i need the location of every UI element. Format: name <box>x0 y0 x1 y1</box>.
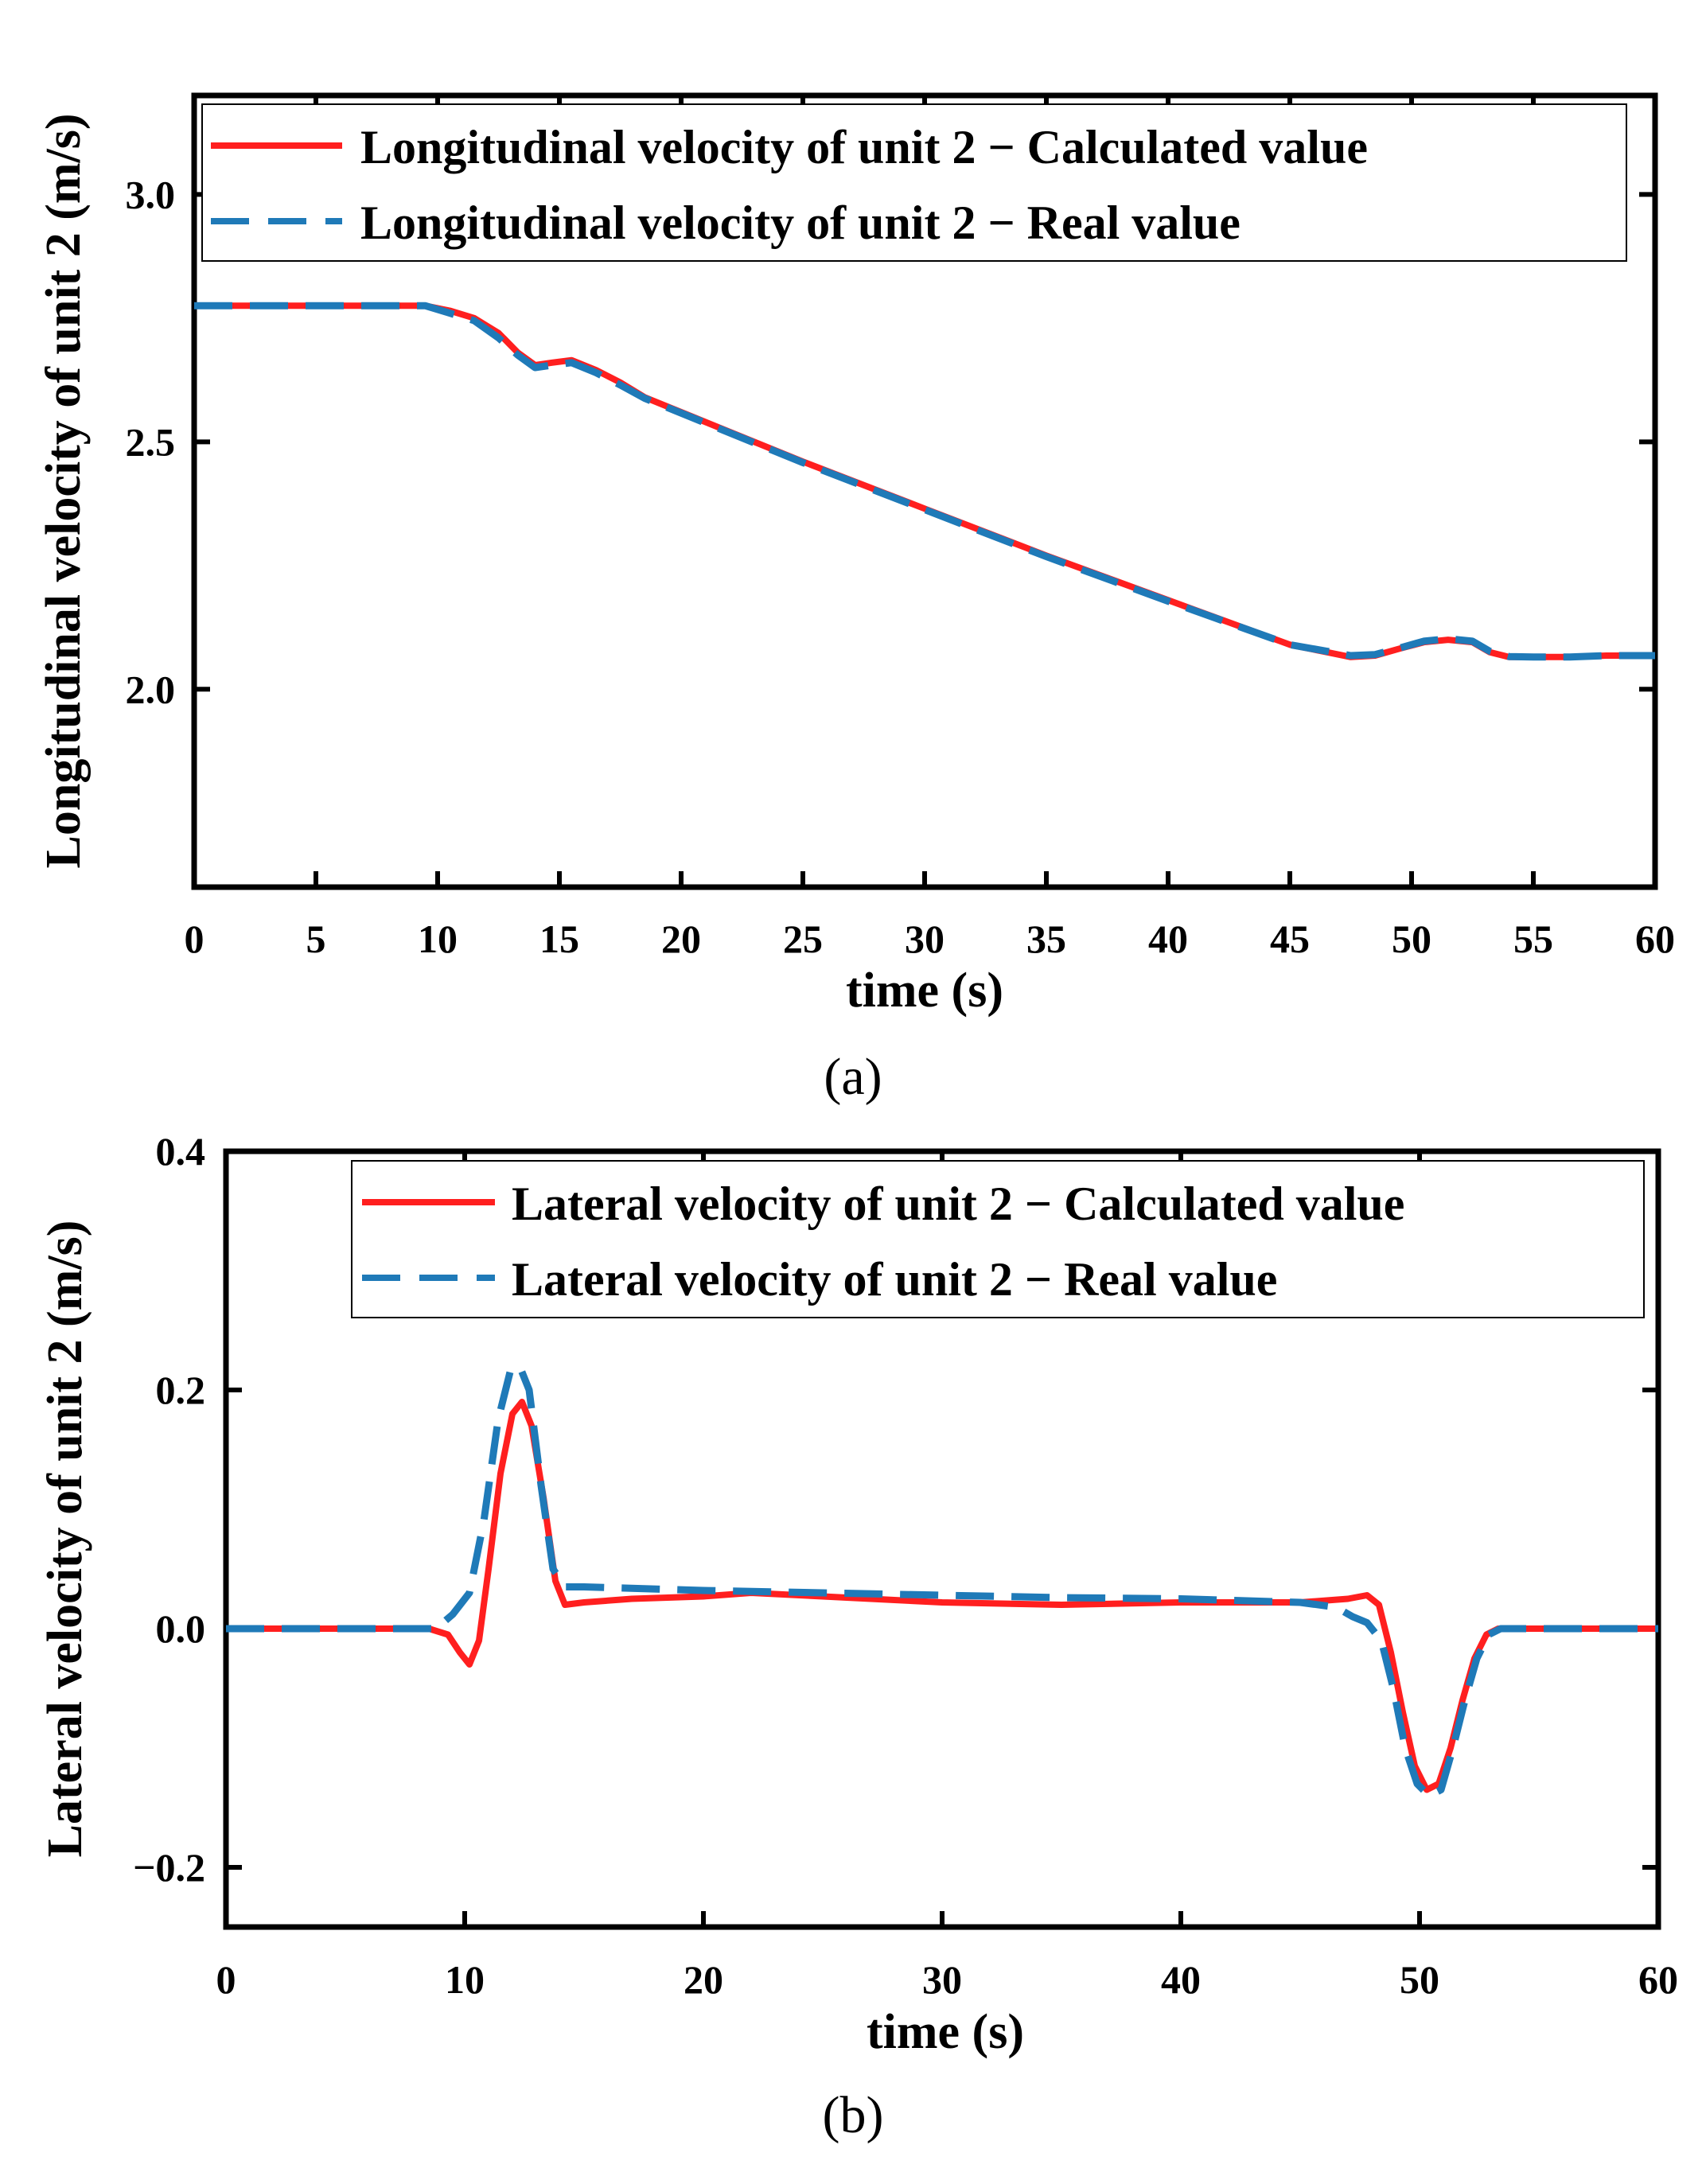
series-real-line-a <box>194 302 1655 661</box>
x-axis-title-b: time (s) <box>867 2005 1024 2059</box>
legend-b: Lateral velocity of unit 2 − Calculated … <box>351 1160 1645 1318</box>
x-tick-label-a: 55 <box>1513 917 1553 961</box>
x-tick-label-a: 50 <box>1392 917 1431 961</box>
x-tick-label-b: 0 <box>216 1957 236 2002</box>
x-tick-label-a: 5 <box>306 917 326 961</box>
panel-a: 0 5 10 15 20 25 30 35 40 45 50 55 60 2.0 2.5 3.0 Longit… <box>37 92 1675 1106</box>
x-tick-label-a: 10 <box>418 917 458 961</box>
x-tick-label-a: 40 <box>1148 917 1188 961</box>
y-tick-label-b: 0.0 <box>156 1606 206 1651</box>
x-tick-label-a: 30 <box>905 917 945 961</box>
y-axis-title-b: Lateral velocity of unit 2 (m/s) <box>38 1220 92 1858</box>
x-tick-label-b: 20 <box>684 1957 723 2002</box>
y-tick-label-a: 3.0 <box>126 172 176 216</box>
x-tick-label-b: 30 <box>922 1957 962 2002</box>
x-tick-label-b: 10 <box>445 1957 485 2002</box>
x-tick-label-a: 25 <box>783 917 823 961</box>
x-tick-label-b: 60 <box>1638 1957 1678 2002</box>
axis-ticks-b: 0 10 20 30 40 50 60 −0.2 0.0 0.2 0.4 <box>133 1129 1678 2002</box>
axis-ticks-a: 0 5 10 15 20 25 30 35 40 45 50 55 60 2.0 2.5 3.0 <box>126 95 1675 961</box>
x-tick-label-a: 0 <box>185 917 204 961</box>
x-tick-label-a: 60 <box>1635 917 1675 961</box>
x-tick-label-a: 20 <box>661 917 701 961</box>
series-real-line-b <box>226 1362 1658 1800</box>
x-tick-label-b: 40 <box>1161 1957 1201 2002</box>
y-tick-label-b: 0.2 <box>156 1368 206 1412</box>
y-axis-title-a: Longitudinal velocity of unit 2 (m/s) <box>37 113 91 868</box>
legend-label-real-b: Lateral velocity of unit 2 − Real value <box>512 1253 1277 1306</box>
panel-b: 0 10 20 30 40 50 60 −0.2 0.0 0.2 0.4 Lateral veloc… <box>38 1129 1678 2144</box>
x-tick-label-a: 45 <box>1270 917 1310 961</box>
y-tick-label-b: −0.2 <box>133 1845 205 1890</box>
legend-label-calculated-a: Longitudinal velocity of unit 2 − Calcul… <box>360 121 1368 173</box>
legend-label-real-a: Longitudinal velocity of unit 2 − Real v… <box>360 197 1241 249</box>
x-tick-label-a: 15 <box>539 917 579 961</box>
caption-b: (b) <box>823 2086 884 2144</box>
series-a <box>194 302 1655 661</box>
legend-box-b <box>351 1160 1645 1318</box>
legend-a: Longitudinal velocity of unit 2 − Calcul… <box>201 103 1627 262</box>
x-axis-title-a: time (s) <box>846 964 1003 1018</box>
y-tick-label-a: 2.5 <box>126 419 176 464</box>
y-tick-label-b: 0.4 <box>156 1129 206 1174</box>
x-tick-label-b: 50 <box>1400 1957 1439 2002</box>
x-tick-label-a: 35 <box>1026 917 1066 961</box>
legend-box-a <box>201 103 1627 262</box>
y-tick-label-a: 2.0 <box>126 667 176 711</box>
series-b <box>226 1362 1658 1800</box>
caption-a: (a) <box>824 1048 882 1106</box>
legend-label-calculated-b: Lateral velocity of unit 2 − Calculated … <box>512 1178 1404 1230</box>
